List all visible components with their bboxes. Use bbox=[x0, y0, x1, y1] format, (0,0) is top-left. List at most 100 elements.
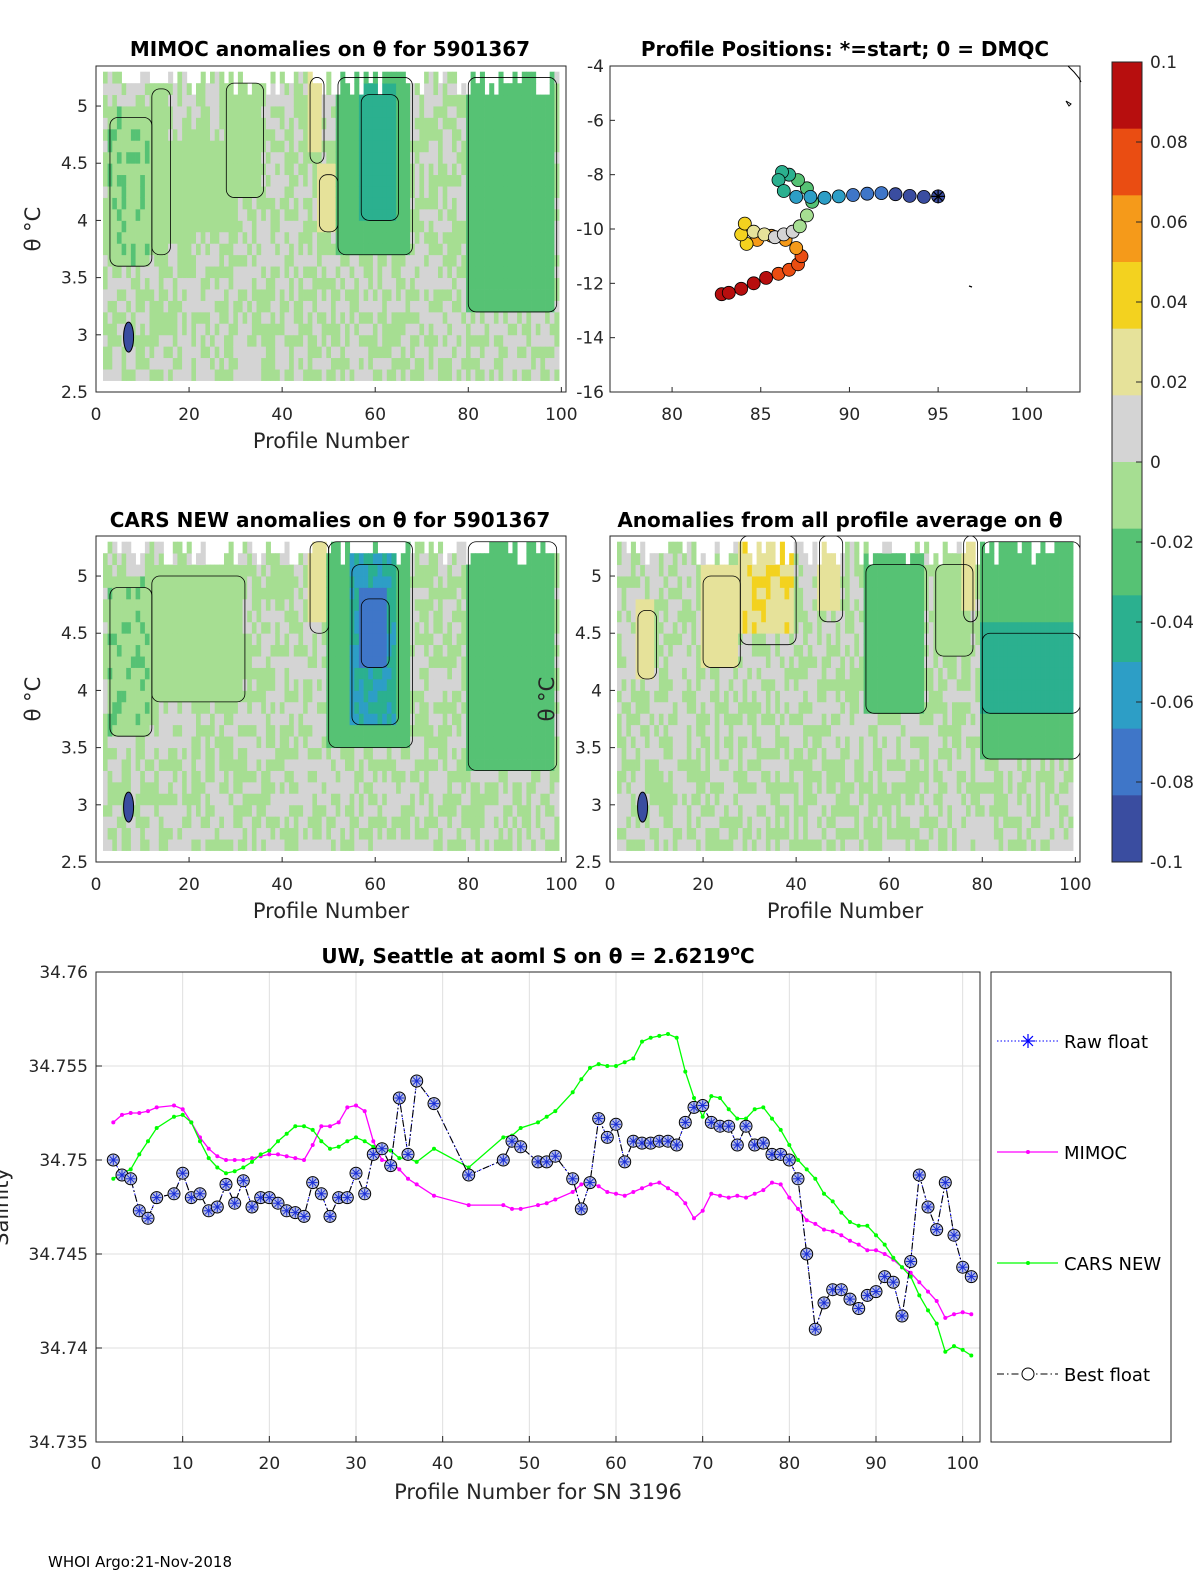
anomaly-cell bbox=[233, 587, 239, 600]
anomaly-cell bbox=[447, 94, 453, 107]
anomaly-cell bbox=[512, 209, 518, 221]
anomaly-cell bbox=[489, 311, 495, 324]
anomaly-cell bbox=[377, 770, 383, 783]
anomaly-cell bbox=[298, 598, 304, 611]
anomaly-cell bbox=[424, 117, 430, 130]
anomaly-cell bbox=[247, 564, 253, 577]
anomaly-cell bbox=[372, 357, 378, 370]
anomaly-cell bbox=[275, 576, 281, 588]
anomaly-cell bbox=[293, 197, 299, 210]
anomaly-cell bbox=[470, 209, 476, 221]
anomaly-cell bbox=[317, 94, 323, 107]
anomaly-cell bbox=[507, 736, 513, 749]
anomaly-cell bbox=[172, 94, 178, 107]
anomaly-cell bbox=[172, 334, 178, 347]
anomaly-cell bbox=[191, 621, 197, 634]
anomaly-cell bbox=[438, 587, 444, 600]
anomaly-cell bbox=[307, 701, 313, 714]
anomaly-cell bbox=[438, 254, 444, 267]
anomaly-cell bbox=[349, 323, 355, 336]
anomaly-cell bbox=[219, 254, 225, 267]
anomaly-cell bbox=[456, 300, 462, 313]
anomaly-cell bbox=[303, 186, 309, 198]
anomaly-cell bbox=[172, 277, 178, 290]
anomaly-cell bbox=[358, 793, 364, 806]
anomaly-cell bbox=[140, 94, 146, 107]
anomaly-cell bbox=[405, 231, 411, 244]
profile-position-point bbox=[792, 219, 807, 234]
anomaly-cell bbox=[135, 759, 141, 771]
anomaly-cell bbox=[386, 587, 392, 600]
anomaly-cell bbox=[256, 621, 262, 634]
anomaly-cell bbox=[107, 357, 113, 370]
anomaly-cell bbox=[261, 254, 267, 267]
anomaly-cell bbox=[452, 197, 458, 210]
anomaly-cell bbox=[363, 357, 369, 370]
anomaly-cell bbox=[433, 357, 439, 370]
anomaly-cell bbox=[214, 816, 220, 829]
anomaly-cell bbox=[154, 254, 160, 267]
anomaly-cell bbox=[424, 357, 430, 370]
anomaly-cell bbox=[140, 770, 146, 783]
anomaly-cell bbox=[172, 793, 178, 806]
anomaly-cell bbox=[284, 621, 290, 634]
anomaly-cell bbox=[363, 128, 369, 141]
anomaly-cell bbox=[414, 713, 420, 726]
anomaly-cell bbox=[461, 346, 467, 359]
anomaly-cell bbox=[135, 289, 141, 301]
anomaly-cell bbox=[479, 656, 485, 668]
anomaly-cell bbox=[121, 209, 127, 221]
anomaly-cell bbox=[284, 781, 290, 794]
anomaly-cell bbox=[433, 243, 439, 256]
anomaly-cell bbox=[251, 633, 257, 646]
anomaly-cell bbox=[233, 117, 239, 130]
anomaly-cell bbox=[535, 174, 541, 187]
anomaly-cell bbox=[233, 656, 239, 668]
anomaly-cell bbox=[186, 174, 192, 187]
anomaly-cell bbox=[303, 564, 309, 577]
anomaly-cell bbox=[317, 128, 323, 141]
anomaly-cell bbox=[307, 736, 313, 749]
anomaly-cell bbox=[419, 94, 425, 107]
anomaly-cell bbox=[144, 140, 150, 153]
anomaly-cell bbox=[475, 724, 481, 737]
anomaly-cell bbox=[219, 323, 225, 336]
anomaly-cell bbox=[177, 357, 183, 370]
anomaly-cell bbox=[112, 174, 118, 187]
anomaly-cell bbox=[144, 117, 150, 130]
anomaly-cell bbox=[419, 266, 425, 279]
anomaly-cell bbox=[391, 186, 397, 198]
anomaly-cell bbox=[247, 553, 253, 566]
anomaly-cell bbox=[307, 804, 313, 817]
anomaly-cell bbox=[428, 289, 434, 301]
anomaly-cell bbox=[391, 804, 397, 817]
anomaly-cell bbox=[424, 656, 430, 668]
anomaly-cell bbox=[452, 839, 458, 851]
anomaly-cell bbox=[298, 243, 304, 256]
anomaly-cell bbox=[349, 346, 355, 359]
anomaly-cell bbox=[251, 254, 257, 267]
anomaly-cell bbox=[205, 759, 211, 771]
anomaly-cell bbox=[233, 266, 239, 279]
anomaly-cell bbox=[475, 690, 481, 703]
anomaly-cell bbox=[456, 610, 462, 623]
anomaly-cell bbox=[424, 587, 430, 600]
anomaly-cell bbox=[363, 197, 369, 210]
anomaly-cell bbox=[452, 667, 458, 680]
anomaly-cell bbox=[186, 209, 192, 221]
anomaly-cell bbox=[191, 724, 197, 737]
anomaly-cell bbox=[196, 598, 202, 611]
anomaly-cell bbox=[354, 357, 360, 370]
anomaly-cell bbox=[251, 346, 257, 359]
anomaly-blob bbox=[123, 321, 135, 353]
anomaly-cell bbox=[275, 117, 281, 130]
anomaly-cell bbox=[535, 369, 541, 381]
anomaly-cell bbox=[456, 793, 462, 806]
anomaly-cell bbox=[377, 128, 383, 141]
anomaly-cell bbox=[452, 106, 458, 118]
anomaly-cell bbox=[326, 71, 332, 84]
anomaly-cell bbox=[503, 804, 509, 817]
anomaly-cell bbox=[442, 747, 448, 760]
anomaly-cell bbox=[196, 163, 202, 176]
anomaly-cell bbox=[503, 186, 509, 198]
